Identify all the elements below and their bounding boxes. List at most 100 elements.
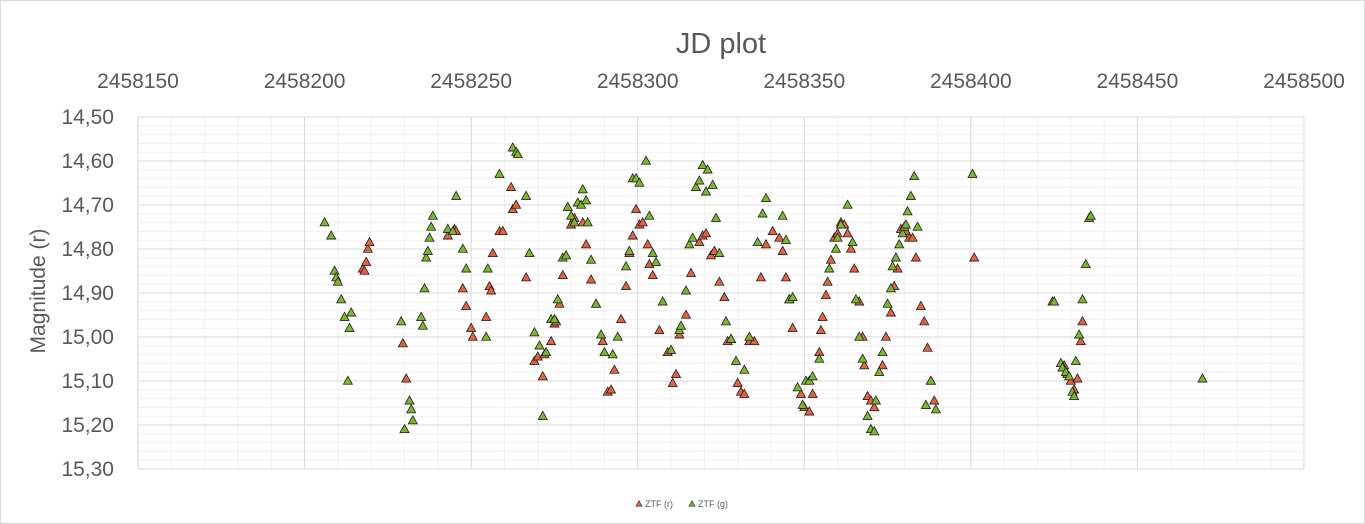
data-point: [607, 348, 618, 359]
data-point: [460, 263, 472, 273]
data-point: [565, 210, 577, 220]
data-point: [397, 337, 409, 348]
data-point: [640, 155, 652, 165]
data-point: [869, 401, 880, 412]
data-point: [890, 252, 902, 262]
data-point: [730, 355, 742, 365]
data-point: [585, 254, 597, 264]
data-point: [720, 315, 732, 326]
data-point: [485, 285, 497, 295]
data-point: [657, 296, 668, 306]
data-point: [512, 148, 523, 159]
data-point: [597, 335, 608, 346]
data-point: [714, 247, 725, 258]
data-point: [797, 399, 808, 409]
data-point: [634, 177, 645, 187]
data-point: [830, 243, 842, 253]
data-point: [654, 324, 665, 335]
data-point: [1063, 370, 1075, 381]
data-point: [894, 238, 905, 249]
data-point: [620, 280, 632, 291]
data-point: [560, 249, 572, 260]
x-tick-label: 2458400: [930, 70, 1012, 93]
data-point: [787, 322, 798, 332]
y-tick-label: 14,90: [61, 282, 114, 305]
data-point: [450, 190, 462, 200]
data-point: [877, 359, 888, 370]
data-point: [520, 271, 532, 282]
data-point: [845, 243, 857, 253]
data-point: [882, 298, 893, 308]
y-axis-title: Magnitude (r): [27, 229, 50, 354]
data-point: [905, 190, 917, 200]
data-point: [362, 243, 374, 253]
data-point: [599, 346, 610, 357]
data-point: [824, 263, 835, 273]
data-point: [520, 190, 532, 200]
data-point: [907, 232, 918, 242]
data-point: [590, 298, 602, 308]
y-tick-label: 14,70: [61, 194, 114, 217]
data-point: [457, 243, 468, 253]
data-point: [700, 186, 712, 196]
data-point: [552, 293, 563, 304]
data-point: [870, 395, 882, 405]
data-point: [534, 340, 545, 350]
data-point: [714, 276, 725, 286]
legend-label-ztf-g: ZTF (g): [698, 499, 728, 509]
data-point: [615, 313, 627, 324]
data-point: [1077, 315, 1088, 326]
data-point: [804, 406, 815, 416]
data-point: [760, 238, 772, 249]
data-point: [346, 307, 357, 317]
data-point: [497, 225, 508, 236]
data-point: [922, 342, 933, 352]
data-point: [744, 331, 755, 341]
data-point: [869, 425, 880, 436]
data-point: [685, 267, 697, 277]
data-point: [562, 201, 573, 211]
data-point: [854, 331, 865, 341]
data-point: [780, 271, 792, 282]
data-point: [605, 384, 617, 394]
data-point: [807, 370, 818, 381]
data-point: [857, 353, 868, 363]
data-point: [419, 282, 430, 293]
data-point: [929, 395, 940, 405]
data-point: [675, 320, 687, 330]
data-point: [620, 260, 632, 271]
data-point: [725, 333, 737, 343]
data-point: [757, 208, 768, 218]
data-point: [687, 232, 698, 242]
data-point: [697, 159, 708, 170]
data-point: [777, 245, 788, 255]
data-point: [585, 274, 597, 284]
data-point: [767, 225, 778, 236]
x-axis-ticks: 2458150 2458200 2458250 2458300 2458350 24584…: [97, 70, 1345, 93]
data-point: [465, 322, 477, 332]
data-point: [1048, 296, 1060, 306]
data-point: [694, 175, 705, 185]
data-point: [732, 377, 743, 387]
data-point: [780, 234, 792, 244]
data-point: [342, 375, 354, 385]
data-point: [910, 252, 922, 262]
data-point: [326, 230, 337, 240]
data-point: [336, 293, 347, 304]
data-point: [739, 388, 750, 398]
major-gridlines: [137, 116, 1305, 470]
data-point: [407, 414, 419, 425]
series-ztf-g: [319, 142, 1208, 436]
data-point: [424, 232, 435, 242]
data-point: [329, 265, 340, 275]
data-point: [709, 245, 720, 255]
data-point: [480, 311, 492, 321]
data-point: [887, 260, 898, 271]
data-point: [642, 238, 653, 249]
data-point: [399, 423, 410, 434]
data-points: [319, 142, 1208, 436]
legend: ZTF (r) ZTF (g): [635, 499, 728, 509]
data-point: [425, 221, 437, 231]
data-point: [777, 210, 788, 220]
